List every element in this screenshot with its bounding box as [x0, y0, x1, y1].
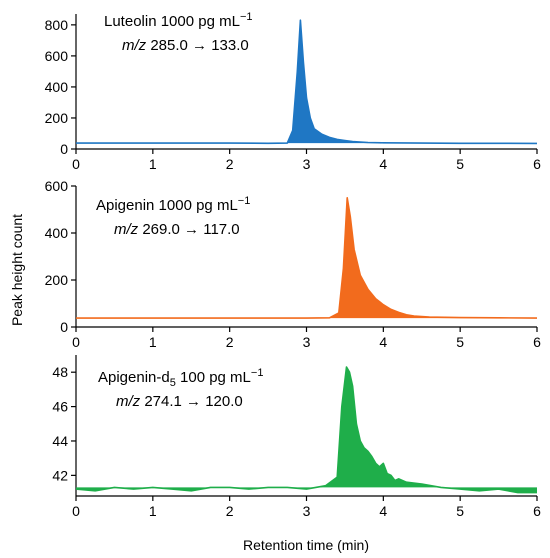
x-tick-label: 4 [379, 503, 387, 519]
y-tick-label: 600 [45, 48, 69, 64]
x-tick-label: 3 [303, 156, 311, 172]
x-tick-label: 6 [533, 503, 541, 519]
peak-area [76, 197, 537, 319]
x-tick-label: 1 [149, 156, 157, 172]
x-axis-title: Retention time (min) [243, 537, 369, 553]
annotation-compound: Apigenin 1000 pg mL−1 [96, 195, 250, 214]
y-tick-label: 0 [60, 141, 68, 157]
x-tick-label: 5 [456, 334, 464, 350]
x-tick-label: 0 [72, 156, 80, 172]
y-axis-title: Peak height count [9, 214, 25, 326]
annotation-transition: m/z 269.0 → 117.0 [114, 221, 240, 238]
x-tick-label: 3 [303, 334, 311, 350]
panel-apigenin: 0 1 2 3 4 5 6 0 200 400 600 Apigenin 1000 pg mL−1 m/… [45, 178, 541, 350]
panel-luteolin: 0 1 2 3 4 5 6 0 200 400 600 800 Luteolin 1000 pg mL−… [45, 11, 541, 172]
annotation-transition: m/z 285.0 → 133.0 [122, 37, 249, 54]
panel-apigenin-d5: 0 1 2 3 4 5 6 42 44 46 48 Apigenin-d5 100 pg mL−1 m/… [52, 355, 541, 519]
x-tick-label: 2 [226, 334, 234, 350]
y-tick-label: 48 [52, 364, 68, 380]
series-line [76, 19, 538, 145]
x-tick-label: 5 [456, 156, 464, 172]
x-tick-label: 4 [379, 334, 387, 350]
y-tick-label: 200 [45, 272, 69, 288]
x-tick-label: 1 [149, 334, 157, 350]
y-tick-label: 600 [45, 178, 69, 194]
x-tick-label: 2 [226, 503, 234, 519]
x-tick-label: 6 [533, 334, 541, 350]
y-tick-label: 400 [45, 225, 69, 241]
series-line [75, 366, 537, 494]
annotation-transition: m/z 274.1 → 120.0 [116, 393, 243, 410]
x-tick-label: 3 [303, 503, 311, 519]
peak-area [76, 20, 537, 144]
series-line [76, 197, 538, 319]
annotation-compound: Apigenin-d5 100 pg mL−1 [98, 367, 263, 389]
y-tick-label: 800 [45, 17, 69, 33]
y-tick-label: 44 [52, 433, 68, 449]
x-tick-label: 0 [72, 334, 80, 350]
x-tick-label: 2 [226, 156, 234, 172]
y-tick-label: 400 [45, 79, 69, 95]
x-tick-label: 5 [456, 503, 464, 519]
annotation-compound: Luteolin 1000 pg mL−1 [104, 11, 253, 30]
x-tick-label: 6 [533, 156, 541, 172]
y-tick-label: 46 [52, 399, 68, 415]
x-tick-label: 1 [149, 503, 157, 519]
y-tick-label: 200 [45, 110, 69, 126]
y-tick-label: 42 [52, 467, 68, 483]
y-tick-label: 0 [60, 319, 68, 335]
x-tick-label: 4 [379, 156, 387, 172]
x-tick-label: 0 [72, 503, 80, 519]
